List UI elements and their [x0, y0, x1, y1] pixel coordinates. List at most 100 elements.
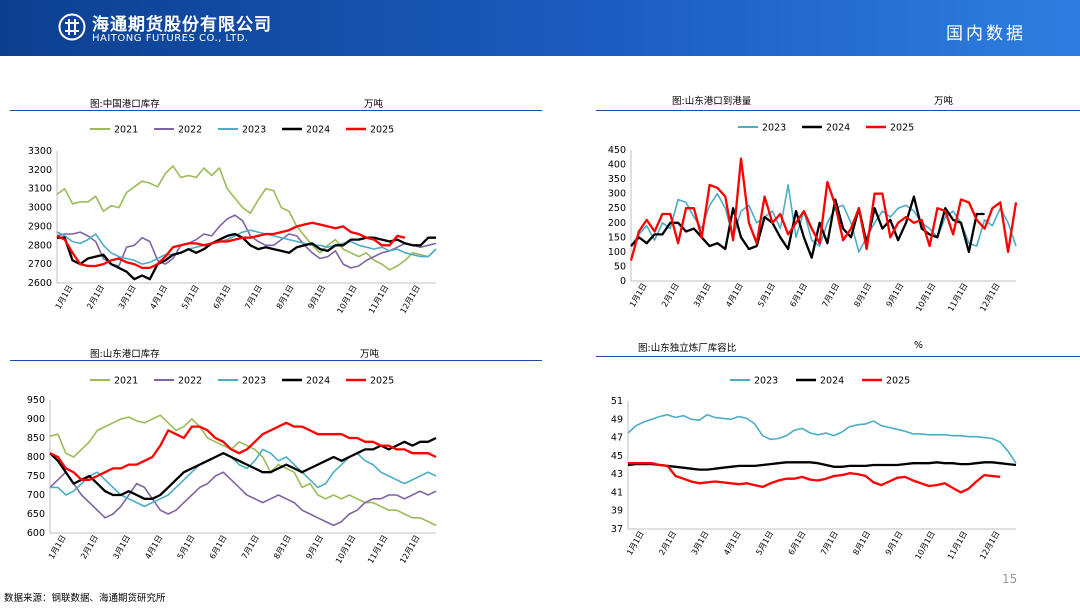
y-tick-label: 3000 — [28, 203, 52, 214]
x-tick-label: 5月1日 — [754, 530, 775, 557]
x-tick-label: 10月1日 — [335, 284, 358, 316]
x-tick-label: 8月1日 — [851, 530, 872, 557]
series-line-2023 — [627, 413, 1017, 464]
divider-top-left — [10, 110, 542, 111]
x-tick-label: 10月1日 — [334, 534, 357, 566]
x-tick-label: 5月1日 — [176, 534, 197, 561]
y-tick-label: 50 — [614, 261, 626, 272]
divider-bottom-right — [596, 356, 1080, 357]
divider-top-right — [596, 110, 1080, 111]
y-tick-label: 45 — [611, 451, 623, 462]
x-tick-label: 3月1日 — [111, 534, 132, 561]
legend-label-2024: 2024 — [826, 123, 850, 134]
series-line-2021 — [49, 414, 437, 527]
x-tick-label: 12月1日 — [978, 529, 1001, 561]
x-tick-label: 8月1日 — [852, 282, 873, 309]
legend-label-2025: 2025 — [370, 125, 394, 136]
x-tick-label: 6月1日 — [208, 534, 229, 561]
y-tick-label: 2700 — [28, 259, 52, 270]
y-tick-label: 41 — [611, 487, 623, 498]
chart-unit-refinery-capacity-ratio: % — [914, 340, 924, 351]
x-tick-label: 4月1日 — [724, 282, 745, 309]
series-line-2022 — [56, 214, 437, 269]
header-banner: 海通期货股份有限公司 HAITONG FUTURES CO., LTD. 国内数… — [0, 0, 1080, 56]
y-tick-label: 49 — [611, 414, 623, 425]
x-tick-label: 4月1日 — [722, 530, 743, 557]
legend-label-2023: 2023 — [242, 125, 266, 136]
chart-port-inventory: 2600 2700 2800 2900 3000 3100 3200 3300 1月1日 2月1日… — [28, 125, 437, 316]
company-name-en: HAITONG FUTURES CO., LTD. — [92, 33, 249, 44]
x-tick-label: 2月1日 — [85, 284, 106, 311]
y-tick-label: 350 — [608, 174, 626, 185]
legend-label-2021: 2021 — [114, 376, 138, 387]
x-tick-label: 2月1日 — [79, 534, 100, 561]
y-tick-label: 2800 — [28, 240, 52, 251]
y-tick-label: 800 — [27, 452, 45, 463]
x-tick-label: 9月1日 — [306, 284, 327, 311]
legend-label-2025: 2025 — [886, 376, 910, 387]
x-tick-label: 1月1日 — [625, 530, 646, 557]
y-tick-label: 100 — [608, 247, 626, 258]
x-tick-label: 1月1日 — [54, 284, 75, 311]
series-line-2023 — [56, 229, 437, 265]
x-tick-label: 10月1日 — [914, 282, 937, 314]
y-tick-label: 900 — [27, 414, 45, 425]
chart-unit-shandong-arrivals: 万吨 — [934, 96, 954, 107]
chart-unit-port-inventory: 万吨 — [364, 99, 384, 110]
x-tick-label: 11月1日 — [367, 284, 390, 316]
legend-label-2023: 2023 — [242, 376, 266, 387]
x-tick-label: 7月1日 — [819, 530, 840, 557]
series-line-2025 — [49, 421, 437, 481]
y-tick-label: 3100 — [28, 184, 52, 195]
y-tick-label: 150 — [608, 232, 626, 243]
x-tick-label: 5月1日 — [180, 284, 201, 311]
y-tick-label: 300 — [608, 189, 626, 200]
y-tick-label: 650 — [27, 509, 45, 520]
y-tick-label: 51 — [611, 396, 623, 407]
x-tick-label: 11月1日 — [366, 534, 389, 566]
x-tick-label: 3月1日 — [692, 282, 713, 309]
x-tick-label: 3月1日 — [690, 530, 711, 557]
y-tick-label: 600 — [27, 528, 45, 539]
legend-label-2021: 2021 — [114, 125, 138, 136]
y-tick-label: 3200 — [28, 165, 52, 176]
chart-title-refinery-capacity-ratio: 图:山东独立炼厂库容比 — [638, 343, 737, 354]
section-title: 国内数据 — [946, 24, 1026, 44]
chart-unit-shandong-port-inventory: 万吨 — [360, 349, 380, 360]
x-tick-label: 10月1日 — [913, 530, 936, 562]
x-tick-label: 7月1日 — [820, 282, 841, 309]
y-tick-label: 950 — [27, 395, 45, 406]
x-tick-label: 6月1日 — [788, 282, 809, 309]
y-tick-label: 450 — [608, 145, 626, 156]
series-line-2024 — [57, 232, 436, 281]
divider-bottom-left — [10, 360, 542, 361]
series-line-2024 — [627, 461, 1017, 471]
x-tick-label: 7月1日 — [243, 284, 264, 311]
chart-shandong-port-inventory: 600 650 700 750 800 850 900 950 1月1日 2月1日 3月1日 4月1日… — [27, 376, 437, 566]
x-tick-label: 2月1日 — [657, 530, 678, 557]
y-tick-label: 3300 — [28, 146, 52, 157]
x-tick-label: 9月1日 — [884, 530, 905, 557]
series-line-2022 — [49, 471, 437, 527]
x-tick-label: 12月1日 — [399, 284, 422, 316]
y-tick-label: 200 — [608, 218, 626, 229]
x-tick-label: 8月1日 — [275, 284, 296, 311]
series-line-2025 — [628, 462, 1001, 494]
legend-label-2022: 2022 — [178, 125, 202, 136]
x-tick-label: 4月1日 — [143, 534, 164, 561]
y-tick-label: 0 — [620, 276, 626, 287]
legend-label-2022: 2022 — [178, 376, 202, 387]
chart-title-port-inventory: 图:中国港口库存 — [90, 99, 160, 110]
page-number: 15 — [1002, 572, 1018, 586]
series-line-2023 — [50, 448, 437, 508]
chart-title-shandong-port-inventory: 图:山东港口库存 — [90, 349, 160, 360]
x-tick-label: 3月1日 — [117, 284, 138, 311]
x-tick-label: 12月1日 — [978, 281, 1001, 313]
legend-label-2023: 2023 — [754, 376, 778, 387]
y-tick-label: 47 — [611, 433, 623, 444]
legend-label-2025: 2025 — [370, 376, 394, 387]
series-line-2025 — [56, 221, 406, 270]
legend-label-2025: 2025 — [890, 123, 914, 134]
y-tick-label: 2600 — [28, 278, 52, 289]
